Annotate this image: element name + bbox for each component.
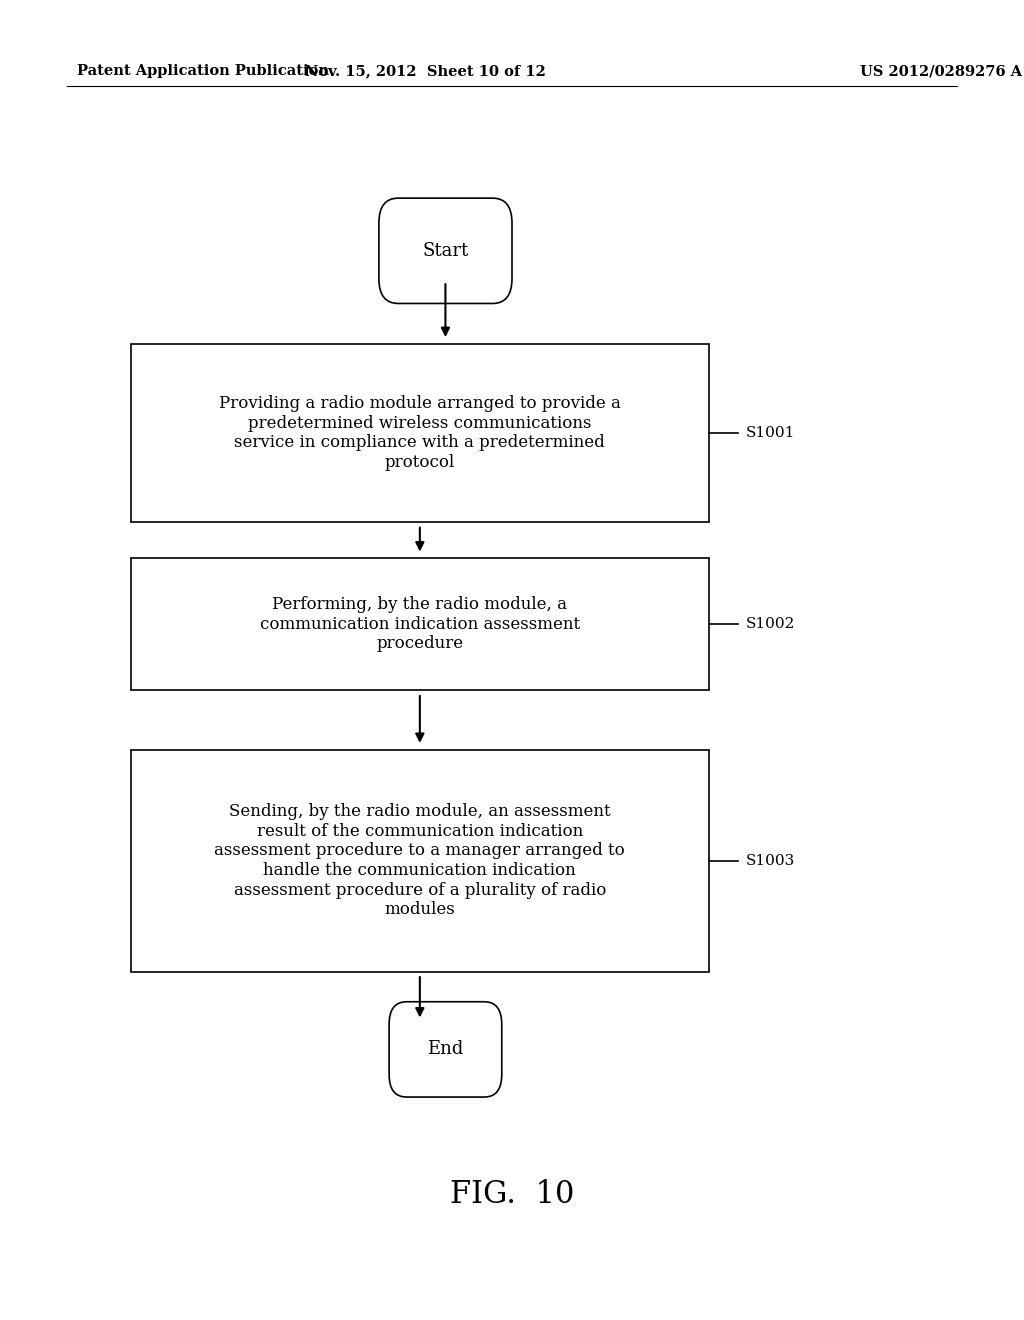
Text: End: End xyxy=(427,1040,464,1059)
Text: S1003: S1003 xyxy=(745,854,796,867)
Text: Sending, by the radio module, an assessment
result of the communication indicati: Sending, by the radio module, an assessm… xyxy=(214,803,626,919)
Text: US 2012/0289276 A1: US 2012/0289276 A1 xyxy=(860,65,1024,78)
Text: FIG.  10: FIG. 10 xyxy=(450,1179,574,1210)
Text: Providing a radio module arranged to provide a
predetermined wireless communicat: Providing a radio module arranged to pro… xyxy=(219,395,621,471)
FancyBboxPatch shape xyxy=(131,343,709,521)
Text: S1001: S1001 xyxy=(745,426,796,440)
Text: S1002: S1002 xyxy=(745,618,796,631)
Text: Nov. 15, 2012  Sheet 10 of 12: Nov. 15, 2012 Sheet 10 of 12 xyxy=(304,65,546,78)
FancyBboxPatch shape xyxy=(131,750,709,972)
FancyBboxPatch shape xyxy=(131,558,709,690)
Text: Start: Start xyxy=(422,242,469,260)
FancyBboxPatch shape xyxy=(379,198,512,304)
FancyBboxPatch shape xyxy=(389,1002,502,1097)
Text: Performing, by the radio module, a
communication indication assessment
procedure: Performing, by the radio module, a commu… xyxy=(260,597,580,652)
Text: Patent Application Publication: Patent Application Publication xyxy=(77,65,329,78)
